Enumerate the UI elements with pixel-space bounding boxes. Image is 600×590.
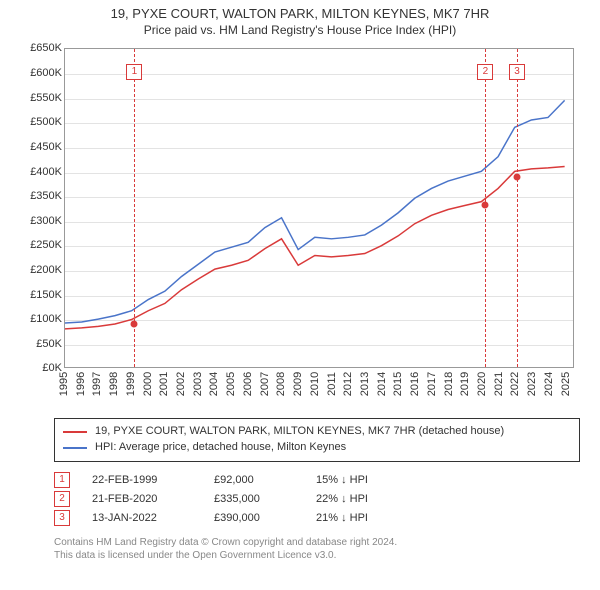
event-relative: 15% ↓ HPI: [316, 474, 406, 486]
x-axis-tick: 2000: [142, 370, 154, 398]
y-axis-tick: £300K: [22, 215, 62, 227]
sale-events: 1 22-FEB-1999 £92,000 15% ↓ HPI 2 21-FEB…: [54, 472, 580, 526]
y-axis-tick: £400K: [22, 166, 62, 178]
x-axis-tick: 1995: [58, 370, 70, 398]
footer-line-1: Contains HM Land Registry data © Crown c…: [54, 536, 580, 549]
page-title: 19, PYXE COURT, WALTON PARK, MILTON KEYN…: [10, 6, 590, 23]
x-axis-tick: 2022: [509, 370, 521, 398]
y-axis-tick: £500K: [22, 116, 62, 128]
event-price: £335,000: [214, 493, 294, 505]
x-axis-tick: 1998: [108, 370, 120, 398]
event-marker-box: 1: [126, 64, 142, 80]
x-axis-tick: 2016: [409, 370, 421, 398]
x-axis-tick: 2001: [158, 370, 170, 398]
y-axis-tick: £100K: [22, 313, 62, 325]
legend-swatch-property: [63, 431, 87, 433]
x-axis-tick: 2012: [342, 370, 354, 398]
y-axis-tick: £650K: [22, 42, 62, 54]
chart-legend: 19, PYXE COURT, WALTON PARK, MILTON KEYN…: [54, 418, 580, 462]
event-row: 3 13-JAN-2022 £390,000 21% ↓ HPI: [54, 510, 580, 526]
page-subtitle: Price paid vs. HM Land Registry's House …: [10, 23, 590, 39]
x-axis-tick: 1997: [91, 370, 103, 398]
x-axis-tick: 2024: [543, 370, 555, 398]
x-axis-tick: 2010: [309, 370, 321, 398]
event-marker-box: 2: [477, 64, 493, 80]
x-axis-tick: 2023: [526, 370, 538, 398]
y-axis-tick: £350K: [22, 190, 62, 202]
x-axis-tick: 1999: [125, 370, 137, 398]
sale-point: [513, 174, 520, 181]
legend-swatch-hpi: [63, 447, 87, 449]
event-price: £390,000: [214, 512, 294, 524]
x-axis-tick: 2005: [225, 370, 237, 398]
x-axis-tick: 2020: [476, 370, 488, 398]
x-axis-tick: 2006: [242, 370, 254, 398]
event-relative: 22% ↓ HPI: [316, 493, 406, 505]
event-row: 1 22-FEB-1999 £92,000 15% ↓ HPI: [54, 472, 580, 488]
y-axis-tick: £200K: [22, 264, 62, 276]
sale-point: [131, 321, 138, 328]
price-chart: 1 23 £0K £50K £100K £150K £200K £250K £300K £350…: [20, 44, 580, 404]
x-axis-tick: 2015: [392, 370, 404, 398]
x-axis-tick: 2025: [560, 370, 572, 398]
y-axis-tick: £550K: [22, 92, 62, 104]
x-axis-tick: 2009: [292, 370, 304, 398]
x-axis-tick: 2013: [359, 370, 371, 398]
y-axis-tick: £0K: [22, 362, 62, 374]
event-marker-3: 3: [54, 510, 70, 526]
attribution-footer: Contains HM Land Registry data © Crown c…: [54, 536, 580, 562]
event-date: 22-FEB-1999: [92, 474, 192, 486]
series-hpi: [65, 101, 565, 324]
footer-line-2: This data is licensed under the Open Gov…: [54, 549, 580, 562]
y-axis-tick: £150K: [22, 289, 62, 301]
event-price: £92,000: [214, 474, 294, 486]
x-axis-tick: 2004: [208, 370, 220, 398]
x-axis-tick: 2003: [192, 370, 204, 398]
legend-label-hpi: HPI: Average price, detached house, Milt…: [95, 440, 346, 456]
event-guideline: [485, 49, 486, 367]
sale-point: [482, 201, 489, 208]
event-date: 21-FEB-2020: [92, 493, 192, 505]
event-marker-2: 2: [54, 491, 70, 507]
legend-label-property: 19, PYXE COURT, WALTON PARK, MILTON KEYN…: [95, 424, 504, 440]
event-relative: 21% ↓ HPI: [316, 512, 406, 524]
x-axis-tick: 2002: [175, 370, 187, 398]
event-row: 2 21-FEB-2020 £335,000 22% ↓ HPI: [54, 491, 580, 507]
x-axis-tick: 2019: [459, 370, 471, 398]
x-axis-tick: 2021: [493, 370, 505, 398]
event-guideline: [517, 49, 518, 367]
event-marker-box: 3: [509, 64, 525, 80]
x-axis-tick: 2014: [376, 370, 388, 398]
event-marker-1: 1: [54, 472, 70, 488]
y-axis-tick: £50K: [22, 338, 62, 350]
y-axis-tick: £450K: [22, 141, 62, 153]
x-axis-tick: 2018: [443, 370, 455, 398]
event-date: 13-JAN-2022: [92, 512, 192, 524]
x-axis-tick: 1996: [75, 370, 87, 398]
x-axis-tick: 2017: [426, 370, 438, 398]
x-axis-tick: 2008: [275, 370, 287, 398]
y-axis-tick: £600K: [22, 67, 62, 79]
y-axis-tick: £250K: [22, 239, 62, 251]
x-axis-tick: 2011: [326, 370, 338, 398]
x-axis-tick: 2007: [259, 370, 271, 398]
